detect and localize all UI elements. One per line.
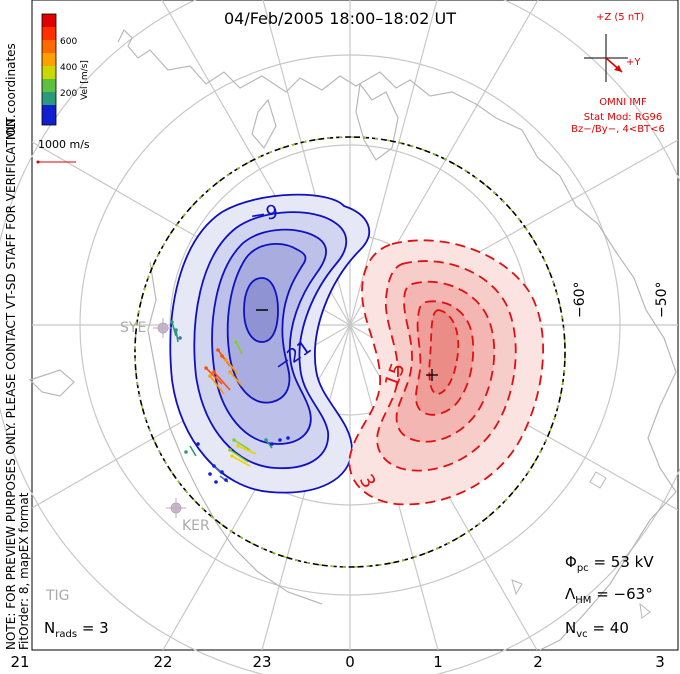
station-label-ker: KER xyxy=(182,518,210,534)
map-title: 04/Feb/2005 18:00–18:02 UT xyxy=(223,9,457,28)
latitude-label-60: −60° xyxy=(572,281,588,318)
lambda-symbol: Λ xyxy=(565,585,576,603)
nrads-subscript: rads xyxy=(55,629,78,640)
mlt-label-1: 1 xyxy=(433,653,443,671)
reference-vector-origin xyxy=(36,160,40,164)
fit-order-label: FitOrder: 8, mapEX format xyxy=(17,492,31,650)
station-markers xyxy=(153,318,186,518)
vector-count: Nvc = 40 xyxy=(565,619,629,640)
hm-boundary-latitude: ΛHM = −63° xyxy=(565,585,653,606)
mlt-label-21: 21 xyxy=(10,653,30,671)
mlt-label-23: 23 xyxy=(252,653,272,671)
phi-subscript: pc xyxy=(576,563,589,574)
colorbar-tick-200: 200 xyxy=(60,89,78,99)
imf-bz-label: +Z (5 nT) xyxy=(596,12,645,23)
station-label-sye: SYE xyxy=(120,320,147,336)
imf-source: OMNI IMF xyxy=(599,97,647,108)
mlt-label-3: 3 xyxy=(655,653,665,671)
velocity-colorbar xyxy=(41,13,57,126)
mlt-label-22: 22 xyxy=(153,653,173,671)
vector-origins xyxy=(170,320,290,484)
imf-condition: Bz−/By−, 4<BT<6 xyxy=(571,124,665,135)
colorbar-tick-600: 600 xyxy=(60,37,78,47)
colorbar-tick-400: 400 xyxy=(60,63,78,73)
dawn-cell xyxy=(348,239,544,506)
cross-polar-potential: Φpc = 53 kV xyxy=(565,553,654,574)
lambda-subscript: HM xyxy=(575,595,592,606)
nvc-value: = 40 xyxy=(592,619,629,637)
imf-clock xyxy=(584,34,628,82)
latitude-label-50: −50° xyxy=(654,281,670,318)
radar-count: Nrads = 3 xyxy=(44,619,109,640)
imf-by-label: +Y xyxy=(626,57,641,68)
dusk-cell xyxy=(169,193,371,494)
mlt-label-2: 2 xyxy=(533,653,543,671)
preview-note: NOTE: FOR PREVIEW PURPOSES ONLY. PLEASE … xyxy=(4,114,18,650)
mlt-label-0: 0 xyxy=(345,653,355,671)
dawn-contour-5 xyxy=(428,309,460,395)
heppner-maynard-boundary-green xyxy=(134,136,566,568)
phi-symbol: Φ xyxy=(565,553,577,571)
imf-stat-model: Stat Mod: RG96 xyxy=(583,112,663,123)
lambda-value: = −63° xyxy=(596,585,653,603)
station-label-tig: TIG xyxy=(46,588,70,604)
contour-label-dusk-1: −9 xyxy=(248,201,279,228)
coastline xyxy=(28,28,677,651)
nrads-symbol: N xyxy=(44,619,56,637)
nvc-symbol: N xyxy=(565,619,577,637)
islands xyxy=(511,471,651,619)
reference-vector-label: 1000 m/s xyxy=(38,138,90,151)
nrads-value: = 3 xyxy=(81,619,109,637)
nvc-subscript: vc xyxy=(576,629,588,640)
phi-value: = 53 kV xyxy=(593,553,654,571)
colorbar-title: Vel [m/s] xyxy=(80,60,90,100)
